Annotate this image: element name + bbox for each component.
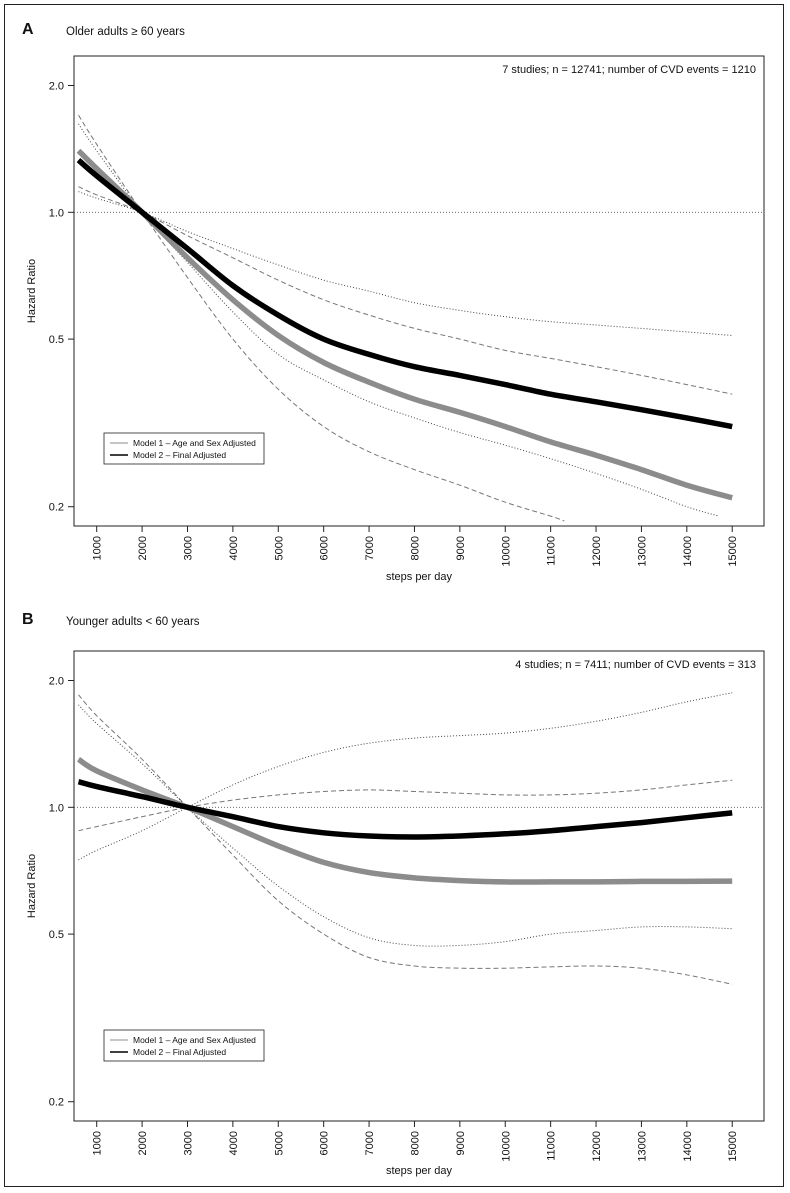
panel-b-x-tick-label: 2000 xyxy=(137,1131,149,1155)
panel-b-x-tick-label: 8000 xyxy=(409,1131,421,1155)
panel-a-x-tick-label: 1000 xyxy=(92,536,104,560)
panel-b: B Younger adults < 60 years 4 studies; n… xyxy=(22,611,765,1177)
panel-a-y-tick-label: 1.0 xyxy=(49,207,64,219)
panel-b-x-tick-label: 3000 xyxy=(182,1131,194,1155)
panel-a-x-tick-label: 7000 xyxy=(364,536,376,560)
panel-b-series-ci-dashed-2 xyxy=(78,694,733,985)
panel-b-y-tick-label: 0.2 xyxy=(49,1097,64,1109)
panel-a-y-tick-label: 2.0 xyxy=(49,81,64,93)
panel-b-x-tick-label: 1000 xyxy=(92,1131,104,1155)
panel-a-axes: 1000 2000 3000 4000 5000 6000 7000 8000 9000 1000… xyxy=(49,81,740,567)
panel-b-x-tick-label: 7000 xyxy=(364,1131,376,1155)
panel-b-letter: B xyxy=(22,611,34,628)
panel-b-legend: Model 1 – Age and Sex Adjusted Model 2 –… xyxy=(103,1029,265,1062)
panel-b-y-tick-label: 0.5 xyxy=(49,929,64,941)
panel-b-axes: 1000 2000 3000 4000 5000 6000 7000 8000 9000 1000… xyxy=(49,676,740,1162)
panel-a-x-tick-label: 15000 xyxy=(727,536,739,567)
panel-b-subtitle: Younger adults < 60 years xyxy=(66,616,200,628)
panel-b-x-tick-label: 13000 xyxy=(636,1131,648,1162)
panel-a-y-tick-label: 0.2 xyxy=(49,502,64,514)
panel-b-y-tick-label: 2.0 xyxy=(49,676,64,688)
panel-a-x-tick-label: 4000 xyxy=(228,536,240,560)
panel-a-y-tick-label: 0.5 xyxy=(49,334,64,346)
panel-a-x-tick-label: 6000 xyxy=(319,536,331,560)
panel-b-x-tick-label: 11000 xyxy=(546,1131,558,1161)
panel-a-y-axis-label: Hazard Ratio xyxy=(26,259,38,323)
panel-b-annotation: 4 studies; n = 7411; number of CVD event… xyxy=(515,659,756,671)
panel-b-x-tick-label: 15000 xyxy=(727,1131,739,1162)
panel-a-x-tick-label: 10000 xyxy=(500,536,512,567)
panel-a-x-tick-label: 5000 xyxy=(273,536,285,560)
panel-b-series xyxy=(76,692,733,985)
panel-b-x-tick-label: 14000 xyxy=(682,1131,694,1162)
panel-b-x-tick-label: 6000 xyxy=(319,1131,331,1155)
panel-b-legend-box xyxy=(103,1029,265,1062)
panel-a: A Older adults ≥ 60 years 7 studies; n =… xyxy=(22,21,765,583)
panel-b-plot-frame xyxy=(73,650,765,1122)
panel-a-x-tick-label: 13000 xyxy=(636,536,648,567)
panel-a-legend-label-model1: Model 1 – Age and Sex Adjusted xyxy=(133,438,256,448)
panel-b-x-tick-label: 5000 xyxy=(273,1131,285,1155)
panel-b-x-tick-label: 9000 xyxy=(455,1131,467,1155)
panel-a-letter: A xyxy=(22,21,34,38)
panel-a-legend-label-model2: Model 2 – Final Adjusted xyxy=(133,450,226,460)
panel-a-series-model1-0 xyxy=(76,148,733,501)
panel-b-series-model2-1 xyxy=(77,779,733,840)
panel-a-annotation: 7 studies; n = 12741; number of CVD even… xyxy=(502,64,756,76)
panel-a-series-ci-dotted-5 xyxy=(78,191,733,336)
panel-b-series-ci-dashed-3 xyxy=(78,779,733,832)
panel-a-legend: Model 1 – Age and Sex Adjusted Model 2 –… xyxy=(103,432,265,465)
panel-b-x-tick-label: 12000 xyxy=(591,1131,603,1162)
panel-b-legend-label-model1: Model 1 – Age and Sex Adjusted xyxy=(133,1035,256,1045)
panel-a-series-model2-1 xyxy=(76,158,733,430)
panel-b-x-tick-label: 4000 xyxy=(228,1131,240,1155)
panel-b-x-tick-label: 10000 xyxy=(500,1131,512,1162)
panel-a-x-tick-label: 14000 xyxy=(682,536,694,567)
panel-a-x-axis-label: steps per day xyxy=(386,571,453,583)
panel-b-y-axis-label: Hazard Ratio xyxy=(26,854,38,918)
panel-a-legend-box xyxy=(103,432,265,465)
panel-a-x-tick-label: 3000 xyxy=(182,536,194,560)
panel-a-subtitle: Older adults ≥ 60 years xyxy=(66,26,185,38)
panel-a-series xyxy=(76,114,733,522)
panel-a-x-tick-label: 11000 xyxy=(546,536,558,566)
panel-b-series-model1-0 xyxy=(76,756,733,885)
panel-a-plot-frame xyxy=(73,55,765,527)
panel-a-x-tick-label: 8000 xyxy=(409,536,421,560)
panel-a-x-tick-label: 9000 xyxy=(455,536,467,560)
panel-a-x-tick-label: 2000 xyxy=(137,536,149,560)
panel-a-x-tick-label: 12000 xyxy=(591,536,603,567)
panel-b-x-axis-label: steps per day xyxy=(386,1165,453,1177)
figure-frame xyxy=(4,4,784,1187)
panel-b-legend-label-model2: Model 2 – Final Adjusted xyxy=(133,1047,226,1057)
panel-b-y-tick-label: 1.0 xyxy=(49,802,64,814)
